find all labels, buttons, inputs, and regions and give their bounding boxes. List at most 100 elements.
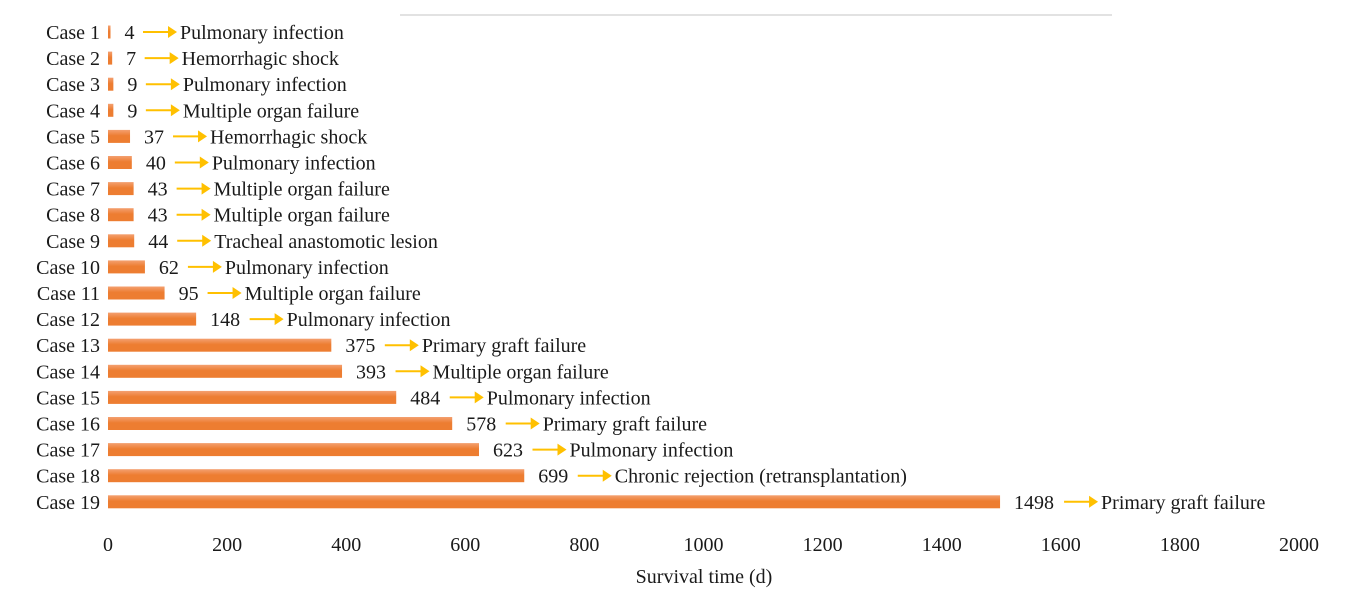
x-axis-title: Survival time (d) bbox=[636, 566, 773, 588]
value-label-13: 375 bbox=[345, 335, 375, 357]
category-label-12: Case 12 bbox=[36, 309, 100, 331]
annotation-arrow-10 bbox=[187, 260, 222, 273]
annotation-arrow-14 bbox=[395, 365, 430, 378]
value-label-19: 1498 bbox=[1014, 492, 1054, 514]
annotation-arrows bbox=[143, 26, 1099, 508]
category-label-11: Case 11 bbox=[37, 283, 100, 305]
annotation-label-14: Multiple organ failure bbox=[433, 361, 609, 383]
annotation-labels: Pulmonary infection Hemorrhagic shock Pulm… bbox=[180, 22, 1266, 514]
x-tick-label-0: 0 bbox=[103, 534, 113, 556]
value-label-3: 9 bbox=[127, 74, 137, 96]
bar-4 bbox=[108, 103, 114, 117]
bar-10 bbox=[108, 260, 145, 274]
category-label-4: Case 4 bbox=[46, 100, 100, 122]
value-label-8: 43 bbox=[148, 205, 168, 227]
x-tick-label-1200: 1200 bbox=[803, 534, 843, 556]
bar-7 bbox=[108, 182, 134, 196]
x-tick-label-2000: 2000 bbox=[1279, 534, 1319, 556]
category-label-8: Case 8 bbox=[46, 205, 100, 227]
category-label-19: Case 19 bbox=[36, 492, 100, 514]
annotation-arrow-18 bbox=[577, 469, 612, 482]
annotation-label-12: Pulmonary infection bbox=[287, 309, 451, 331]
value-label-11: 95 bbox=[179, 283, 199, 305]
bar-5 bbox=[108, 129, 131, 143]
category-label-13: Case 13 bbox=[36, 335, 100, 357]
bar-6 bbox=[108, 156, 132, 169]
bars-layer bbox=[108, 25, 1001, 509]
value-label-4: 9 bbox=[127, 100, 137, 122]
bar-12 bbox=[108, 312, 197, 326]
annotation-arrow-9 bbox=[177, 234, 212, 247]
x-axis-ticks: 0 200 400 600 800 1000 1200 1400 1600 1800 2000 bbox=[103, 534, 1319, 556]
annotation-label-15: Pulmonary infection bbox=[487, 387, 651, 409]
annotation-label-10: Pulmonary infection bbox=[225, 257, 389, 279]
annotation-arrow-17 bbox=[532, 443, 567, 456]
value-label-7: 43 bbox=[148, 179, 168, 201]
value-label-15: 484 bbox=[410, 387, 440, 409]
bar-18 bbox=[108, 469, 525, 483]
annotation-arrow-3 bbox=[145, 78, 180, 91]
bar-16 bbox=[108, 417, 453, 430]
annotation-arrow-19 bbox=[1064, 495, 1099, 508]
category-label-10: Case 10 bbox=[36, 257, 100, 279]
annotation-arrow-2 bbox=[144, 52, 179, 65]
category-label-9: Case 9 bbox=[46, 231, 100, 253]
value-label-17: 623 bbox=[493, 440, 523, 462]
annotation-label-8: Multiple organ failure bbox=[214, 205, 390, 227]
x-tick-label-1000: 1000 bbox=[684, 534, 724, 556]
x-tick-label-1600: 1600 bbox=[1041, 534, 1081, 556]
category-label-14: Case 14 bbox=[36, 361, 100, 383]
x-tick-label-400: 400 bbox=[331, 534, 361, 556]
bar-13 bbox=[108, 338, 332, 352]
category-label-6: Case 6 bbox=[46, 153, 100, 175]
annotation-label-18: Chronic rejection (retransplantation) bbox=[615, 466, 907, 488]
bar-14 bbox=[108, 364, 343, 378]
category-label-16: Case 16 bbox=[36, 414, 100, 436]
value-label-5: 37 bbox=[144, 126, 164, 148]
annotation-label-11: Multiple organ failure bbox=[245, 283, 421, 305]
annotation-arrow-15 bbox=[449, 391, 484, 404]
bar-3 bbox=[108, 77, 114, 91]
annotation-arrow-8 bbox=[176, 208, 211, 221]
annotation-label-19: Primary graft failure bbox=[1101, 492, 1265, 514]
bar-17 bbox=[108, 443, 479, 457]
annotation-label-6: Pulmonary infection bbox=[212, 153, 376, 175]
x-tick-label-1800: 1800 bbox=[1160, 534, 1200, 556]
value-label-18: 699 bbox=[538, 466, 568, 488]
annotation-arrow-6 bbox=[174, 156, 209, 169]
bar-11 bbox=[108, 286, 165, 300]
annotation-label-3: Pulmonary infection bbox=[183, 74, 347, 96]
category-label-18: Case 18 bbox=[36, 466, 100, 488]
annotation-label-1: Pulmonary infection bbox=[180, 22, 344, 44]
annotation-label-5: Hemorrhagic shock bbox=[210, 126, 367, 148]
value-label-10: 62 bbox=[159, 257, 179, 279]
x-tick-label-800: 800 bbox=[569, 534, 599, 556]
bar-19 bbox=[108, 495, 1001, 509]
value-label-6: 40 bbox=[146, 153, 166, 175]
value-label-2: 7 bbox=[126, 48, 136, 70]
annotation-arrow-4 bbox=[145, 104, 180, 117]
x-tick-label-1400: 1400 bbox=[922, 534, 962, 556]
annotation-label-9: Tracheal anastomotic lesion bbox=[214, 231, 438, 253]
annotation-arrow-13 bbox=[384, 339, 419, 352]
annotation-label-13: Primary graft failure bbox=[422, 335, 586, 357]
annotation-label-7: Multiple organ failure bbox=[214, 179, 390, 201]
annotation-label-4: Multiple organ failure bbox=[183, 100, 359, 122]
value-label-1: 4 bbox=[125, 22, 135, 44]
category-label-2: Case 2 bbox=[46, 48, 100, 70]
category-label-7: Case 7 bbox=[46, 179, 100, 201]
annotation-label-17: Pulmonary infection bbox=[569, 440, 733, 462]
category-label-5: Case 5 bbox=[46, 126, 100, 148]
category-label-3: Case 3 bbox=[46, 74, 100, 96]
annotation-arrow-7 bbox=[176, 182, 211, 195]
annotation-arrow-12 bbox=[249, 313, 284, 326]
value-label-16: 578 bbox=[466, 414, 496, 436]
value-label-14: 393 bbox=[356, 361, 386, 383]
annotation-label-2: Hemorrhagic shock bbox=[182, 48, 339, 70]
bar-9 bbox=[108, 234, 135, 248]
bar-15 bbox=[108, 390, 397, 404]
annotation-arrow-1 bbox=[143, 26, 177, 38]
annotation-arrow-11 bbox=[207, 287, 242, 299]
